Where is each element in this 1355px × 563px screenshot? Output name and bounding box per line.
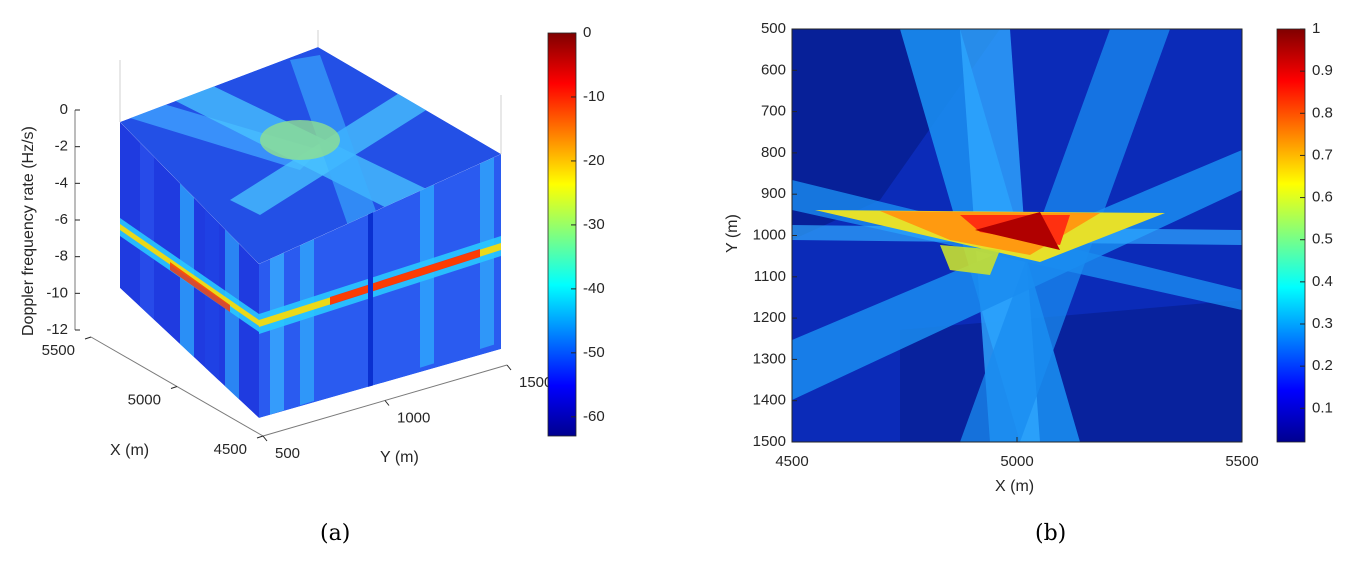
z-tick-label: -4 bbox=[55, 174, 68, 191]
right-face bbox=[259, 154, 501, 418]
x-tick-label-b: 4500 bbox=[775, 453, 808, 470]
x-tick-label-b: 5000 bbox=[1000, 453, 1033, 470]
left-face bbox=[120, 122, 259, 418]
colorbar-a-tick-label: 0 bbox=[583, 24, 591, 41]
panel-label-b: (b) bbox=[1035, 521, 1066, 546]
y-axis-ticks-a: 500 1000 1500 bbox=[262, 364, 552, 462]
y-tick-label-b: 1400 bbox=[753, 392, 786, 409]
y-tick-label: 1500 bbox=[519, 374, 552, 391]
left-face-stripe bbox=[225, 229, 239, 400]
panel-b: 500600700800900100011001200130014001500 … bbox=[724, 20, 1333, 546]
panel-label-a: (a) bbox=[320, 521, 350, 546]
x-tick-label-b: 5500 bbox=[1225, 453, 1258, 470]
x-axis-ticks-a: 4500 5000 5500 bbox=[42, 336, 264, 458]
colorbar-b-tick-label: 0.4 bbox=[1312, 273, 1333, 290]
y-tick-label-b: 600 bbox=[761, 61, 786, 78]
colorbar-b-ticks: 1 0.9 0.8 0.7 0.6 0.5 0.4 0.3 0.2 0.1 bbox=[1300, 20, 1333, 416]
colorbar-a-tick-label: -40 bbox=[583, 280, 605, 297]
y-tick-mark bbox=[262, 435, 268, 442]
colorbar-a bbox=[547, 32, 577, 437]
colorbar-b-tick-label: 0.7 bbox=[1312, 146, 1333, 163]
y-tick-label-b: 1500 bbox=[753, 433, 786, 450]
z-tick-label: -8 bbox=[55, 248, 68, 265]
colorbar-a-tick-label: -10 bbox=[583, 88, 605, 105]
z-tick-label: -10 bbox=[46, 284, 68, 301]
y-axis-label-b: Y (m) bbox=[724, 214, 741, 253]
z-tick-label: -6 bbox=[55, 211, 68, 228]
right-face-stripe bbox=[270, 252, 284, 415]
z-tick-label: 0 bbox=[60, 101, 68, 118]
x-tick-mark bbox=[170, 386, 178, 389]
x-axis-label-b: X (m) bbox=[995, 478, 1034, 495]
x-axis-label-a: X (m) bbox=[110, 442, 149, 459]
x-tick-mark bbox=[84, 336, 92, 340]
x-tick-mark bbox=[256, 435, 264, 439]
y-tick-label: 1000 bbox=[397, 409, 430, 426]
colorbar-b-tick-label: 0.6 bbox=[1312, 189, 1333, 206]
y-tick-label-b: 1100 bbox=[754, 268, 786, 285]
x-tick-label: 5500 bbox=[42, 342, 75, 359]
z-axis-label-a: Doppler frequency rate (Hz/s) bbox=[20, 126, 37, 336]
colorbar-a-tick-label: -30 bbox=[583, 216, 605, 233]
y-axis-ticks-b: 500 600 700 800 900 1000 1100 1200 1300 1400 1500 bbox=[753, 20, 797, 450]
colorbar-b-tick-label: 0.3 bbox=[1312, 315, 1333, 332]
colorbar-a-tick-label: -50 bbox=[583, 344, 605, 361]
z-axis-ticks: 0 -2 -4 -6 -8 -10 -12 bbox=[46, 101, 80, 338]
y-tick-label-b: 1300 bbox=[753, 350, 786, 367]
box-back-edges bbox=[119, 30, 502, 154]
y-tick-label-b: 1000 bbox=[753, 226, 786, 243]
colorbar-a-ticks: 0 -10 -20 -30 -40 -50 -60 bbox=[571, 24, 605, 425]
x-tick-label: 5000 bbox=[128, 391, 161, 408]
x-axis-ticks-b: 4500 5000 5500 bbox=[775, 437, 1259, 470]
x-tick-label: 4500 bbox=[214, 441, 247, 458]
y-tick-mark bbox=[384, 400, 390, 406]
colorbar-b-tick-label: 0.9 bbox=[1312, 62, 1333, 79]
y-tick-label-b: 500 bbox=[761, 20, 786, 37]
left-face-stripe bbox=[140, 142, 154, 320]
colorbar-b-tick-label: 0.1 bbox=[1312, 399, 1333, 416]
heatmap-b bbox=[792, 29, 1242, 442]
z-tick-label: -2 bbox=[55, 138, 68, 155]
colorbar-b-tick-label: 0.8 bbox=[1312, 104, 1333, 121]
right-face-stripe bbox=[300, 238, 314, 406]
y-tick-label-b: 700 bbox=[761, 103, 786, 120]
colorbar-b-tick-label: 0.2 bbox=[1312, 357, 1333, 374]
z-tick-label: -12 bbox=[46, 321, 68, 338]
colorbar-a-tick-label: -60 bbox=[583, 408, 605, 425]
colorbar-b-tick-label: 0.5 bbox=[1312, 231, 1333, 248]
panel-a: 0 -2 -4 -6 -8 -10 -12 4500 5000 5500 500 1000 1500… bbox=[20, 24, 605, 546]
colorbar-b-tick-label: 1 bbox=[1312, 20, 1320, 37]
y-tick-mark bbox=[506, 364, 512, 371]
top-face bbox=[120, 47, 501, 264]
y-tick-label-b: 900 bbox=[761, 185, 786, 202]
colorbar-a-tick-label: -20 bbox=[583, 152, 605, 169]
y-tick-label-b: 800 bbox=[761, 144, 786, 161]
y-axis-label-a: Y (m) bbox=[380, 449, 419, 466]
colorbar-b bbox=[1276, 28, 1306, 443]
y-tick-label-b: 1200 bbox=[753, 309, 786, 326]
y-tick-label: 500 bbox=[275, 445, 300, 462]
